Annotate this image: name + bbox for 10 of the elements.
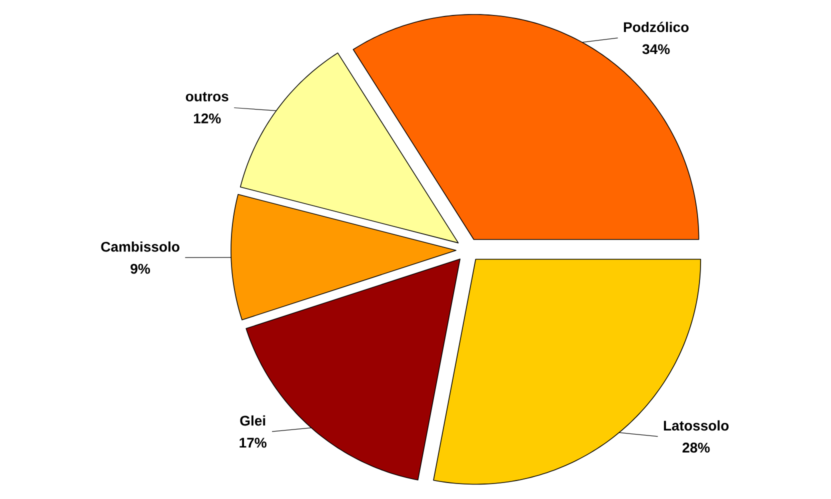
data-label: 12% bbox=[194, 113, 221, 124]
data-label: 17% bbox=[240, 438, 266, 448]
data-label: 9% bbox=[130, 264, 150, 274]
slice-label: Cambissolo bbox=[101, 241, 180, 252]
slice-label: Podzólico bbox=[624, 22, 689, 32]
slice-label: Glei bbox=[240, 415, 266, 426]
data-label: 34% bbox=[642, 44, 670, 54]
slice-label: outros bbox=[186, 92, 228, 102]
slice-label: Latossolo bbox=[664, 420, 729, 431]
data-label: 28% bbox=[682, 442, 710, 453]
